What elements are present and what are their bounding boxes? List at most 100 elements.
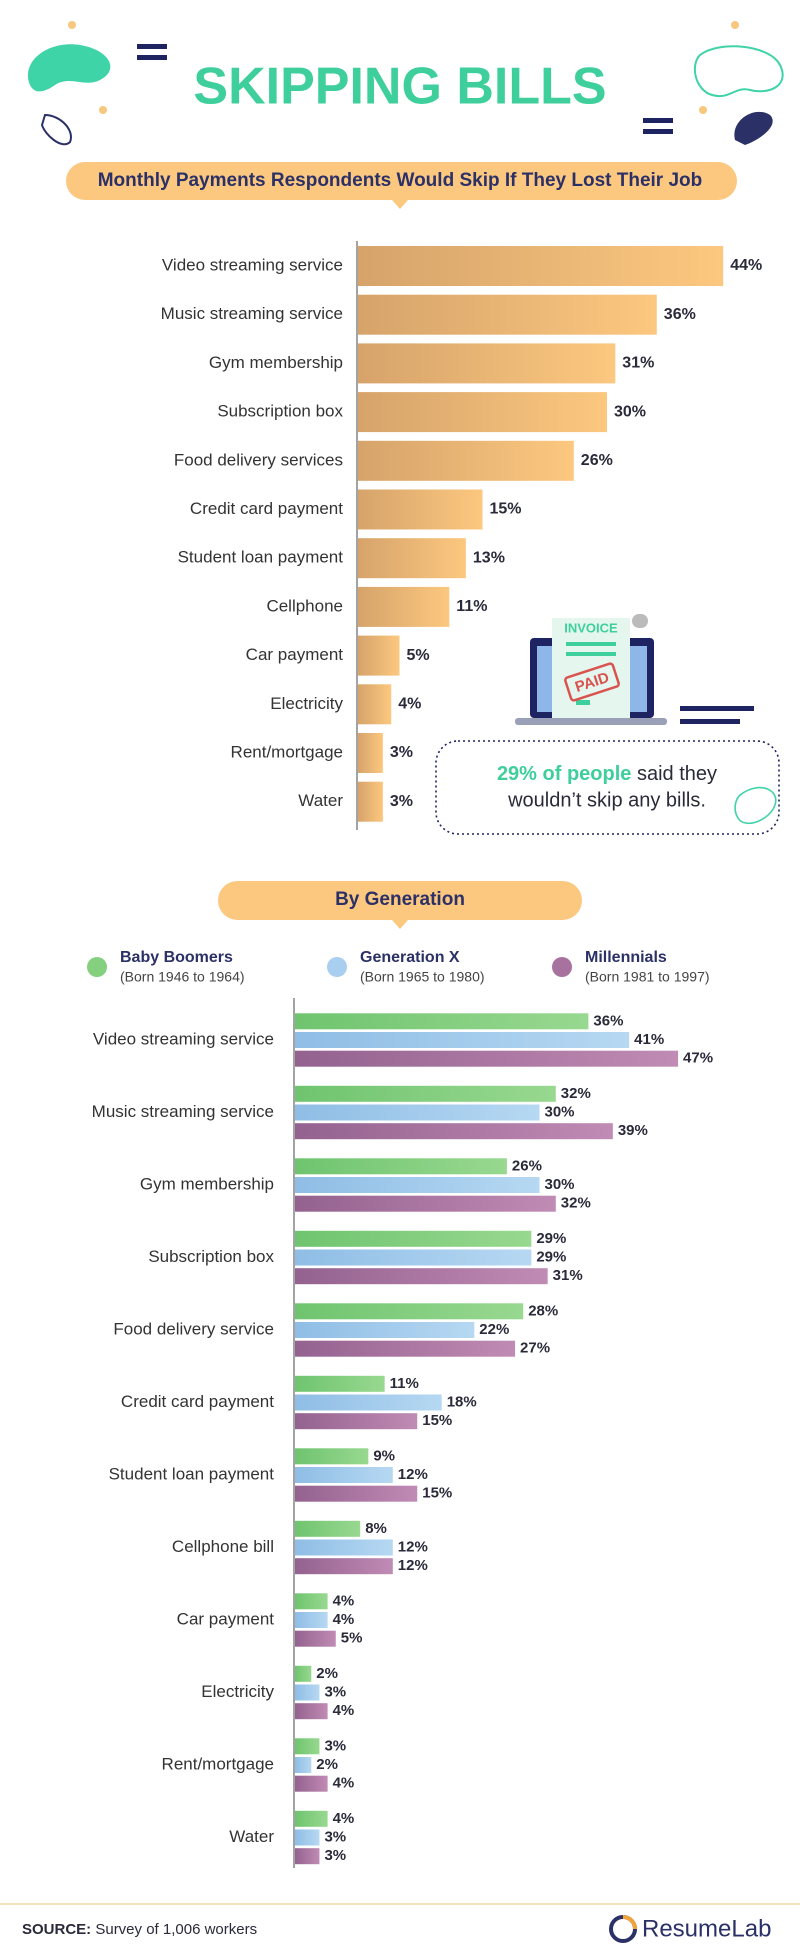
value-label: 3% (390, 744, 413, 761)
value-label: 3% (324, 1737, 346, 1754)
bar (295, 1085, 556, 1102)
bar (295, 1829, 320, 1846)
value-label: 26% (581, 452, 613, 469)
section-pill (66, 162, 737, 200)
value-label: 41% (634, 1031, 664, 1048)
source-text: Survey of 1,006 workers (95, 1921, 257, 1938)
value-label: 30% (545, 1103, 575, 1120)
bar (295, 1322, 475, 1338)
bar (358, 733, 383, 773)
brand-logo-accent (622, 1915, 637, 1930)
value-label: 2% (316, 1756, 338, 1773)
value-label: 3% (390, 793, 413, 810)
category-label: Gym membership (209, 353, 343, 372)
bar (295, 1848, 320, 1865)
value-label: 4% (333, 1810, 355, 1827)
section-pill (218, 881, 582, 920)
category-label: Cellphone (266, 596, 343, 615)
category-label: Music streaming service (92, 1102, 274, 1121)
callout-box (435, 740, 780, 835)
legend-label: Baby Boomers (120, 949, 233, 966)
bar (295, 1810, 328, 1827)
invoice-label: INVOICE (564, 620, 618, 635)
category-label: Car payment (177, 1609, 275, 1628)
page-title: SKIPPING BILLS (193, 58, 606, 116)
value-label: 32% (561, 1195, 591, 1212)
legend-marker (87, 957, 107, 977)
value-label: 11% (456, 598, 487, 615)
bar (295, 1684, 320, 1701)
value-label: 29% (536, 1230, 566, 1247)
value-label: 36% (593, 1012, 623, 1029)
bar (358, 684, 392, 725)
category-label: Rent/mortgage (162, 1754, 274, 1773)
footer-source: SOURCE: Survey of 1,006 workers (22, 1921, 257, 1938)
chart-title: Monthly Payments Respondents Would Skip … (98, 170, 703, 191)
legend-marker (552, 957, 572, 977)
bar (358, 294, 657, 335)
value-label: 3% (324, 1828, 346, 1845)
bar (358, 781, 383, 822)
value-label: 26% (512, 1157, 542, 1174)
callout-line: 29% of people said they (497, 763, 717, 785)
bar (295, 1032, 630, 1048)
bar (358, 489, 483, 530)
bar (358, 635, 400, 676)
bar (295, 1249, 532, 1266)
bar (295, 1050, 679, 1067)
value-label: 27% (520, 1340, 550, 1357)
brand: ResumeLab (642, 1915, 771, 1942)
invoice-illustration: INVOICE PAID (515, 614, 754, 725)
bar (358, 343, 616, 384)
source-label: SOURCE: (22, 1921, 91, 1938)
value-label: 22% (479, 1321, 509, 1338)
value-label: 15% (422, 1412, 452, 1429)
value-label: 12% (398, 1557, 428, 1574)
category-label: Electricity (270, 694, 343, 713)
value-label: 9% (373, 1447, 395, 1464)
bar (358, 392, 607, 433)
category-label: Music streaming service (161, 304, 343, 323)
callout-line: wouldn’t skip any bills. (507, 789, 706, 811)
pill-pointer (392, 200, 408, 209)
legend-subtitle: (Born 1965 to 1980) (360, 969, 485, 985)
legend-label: Generation X (360, 949, 460, 966)
value-label: 4% (333, 1702, 355, 1719)
value-label: 44% (730, 257, 762, 274)
value-label: 3% (324, 1683, 346, 1700)
bar (295, 1394, 442, 1411)
bar (295, 1738, 320, 1755)
bar (358, 246, 724, 286)
category-label: Video streaming service (93, 1029, 274, 1048)
bar (295, 1775, 328, 1792)
value-label: 5% (407, 647, 430, 664)
pill-pointer (392, 920, 408, 929)
category-label: Video streaming service (162, 255, 343, 274)
bar (295, 1413, 418, 1430)
value-label: 3% (324, 1847, 346, 1864)
bar (295, 1195, 556, 1212)
bar (358, 586, 450, 627)
category-label: Credit card payment (121, 1392, 274, 1411)
value-label: 4% (398, 696, 421, 713)
bar (295, 1158, 507, 1175)
value-label: 29% (536, 1248, 566, 1265)
bar (295, 1123, 613, 1140)
callout-highlight: 29% of people (497, 763, 631, 785)
value-label: 31% (553, 1267, 583, 1284)
bar (295, 1630, 336, 1647)
bar (295, 1539, 393, 1556)
value-label: 30% (545, 1176, 575, 1193)
category-label: Water (229, 1827, 274, 1846)
value-label: 39% (618, 1122, 648, 1139)
value-label: 31% (622, 355, 654, 372)
value-label: 18% (447, 1393, 477, 1410)
bar (295, 1448, 369, 1465)
category-label: Subscription box (217, 402, 343, 421)
category-label: Food delivery services (174, 450, 343, 469)
bar (295, 1612, 328, 1628)
value-label: 15% (422, 1485, 452, 1502)
value-label: 12% (398, 1466, 428, 1483)
bar (295, 1230, 532, 1247)
